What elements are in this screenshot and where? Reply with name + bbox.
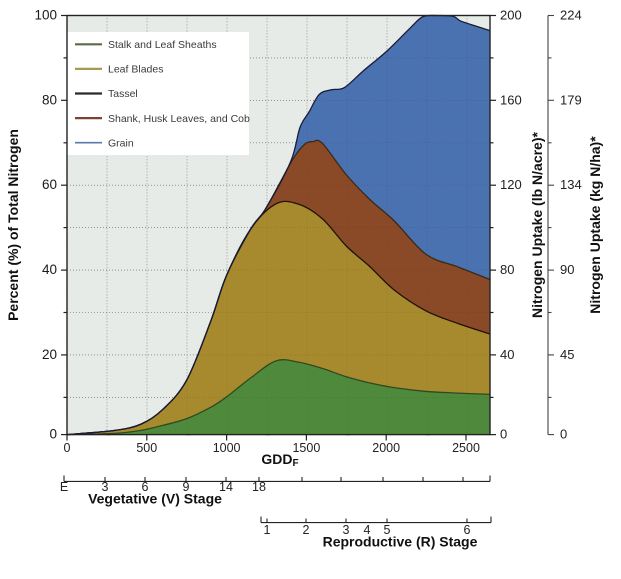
svg-text:2000: 2000	[372, 441, 400, 455]
svg-text:Tassel: Tassel	[108, 88, 138, 100]
svg-text:1: 1	[264, 523, 271, 537]
svg-text:45: 45	[560, 347, 574, 362]
svg-text:80: 80	[42, 92, 57, 107]
svg-text:80: 80	[500, 262, 514, 277]
svg-text:Shank, Husk Leaves, and Cob: Shank, Husk Leaves, and Cob	[108, 113, 250, 125]
svg-text:100: 100	[34, 8, 57, 23]
svg-text:Reproductive (R) Stage: Reproductive (R) Stage	[323, 534, 478, 550]
svg-text:160: 160	[500, 92, 522, 107]
svg-text:40: 40	[500, 347, 514, 362]
svg-text:0: 0	[49, 427, 57, 442]
svg-text:120: 120	[500, 177, 522, 192]
svg-text:Nitrogen Uptake (kg N/ha)*: Nitrogen Uptake (kg N/ha)*	[587, 136, 603, 314]
svg-text:40: 40	[42, 262, 57, 277]
svg-text:2: 2	[303, 523, 310, 537]
svg-text:179: 179	[560, 92, 582, 107]
svg-text:500: 500	[136, 441, 157, 455]
svg-text:Stalk and Leaf Sheaths: Stalk and Leaf Sheaths	[108, 39, 217, 51]
svg-text:134: 134	[560, 177, 582, 192]
svg-text:0: 0	[500, 427, 507, 442]
svg-text:18: 18	[252, 480, 266, 494]
svg-text:Nitrogen Uptake (lb N/acre)*: Nitrogen Uptake (lb N/acre)*	[529, 131, 545, 317]
svg-text:90: 90	[560, 262, 574, 277]
svg-text:E: E	[60, 480, 68, 494]
svg-text:Percent (%) of Total Nitrogen: Percent (%) of Total Nitrogen	[5, 129, 21, 321]
svg-text:0: 0	[64, 441, 71, 455]
svg-text:Leaf Blades: Leaf Blades	[108, 64, 163, 76]
svg-text:1000: 1000	[213, 441, 241, 455]
svg-text:Vegetative (V) Stage: Vegetative (V) Stage	[88, 491, 222, 507]
svg-text:2500: 2500	[452, 441, 480, 455]
svg-text:0: 0	[560, 427, 567, 442]
svg-text:200: 200	[500, 8, 522, 23]
svg-text:224: 224	[560, 8, 582, 23]
svg-text:20: 20	[42, 347, 57, 362]
svg-text:1500: 1500	[292, 441, 320, 455]
svg-text:60: 60	[42, 177, 57, 192]
svg-text:Grain: Grain	[108, 137, 134, 149]
